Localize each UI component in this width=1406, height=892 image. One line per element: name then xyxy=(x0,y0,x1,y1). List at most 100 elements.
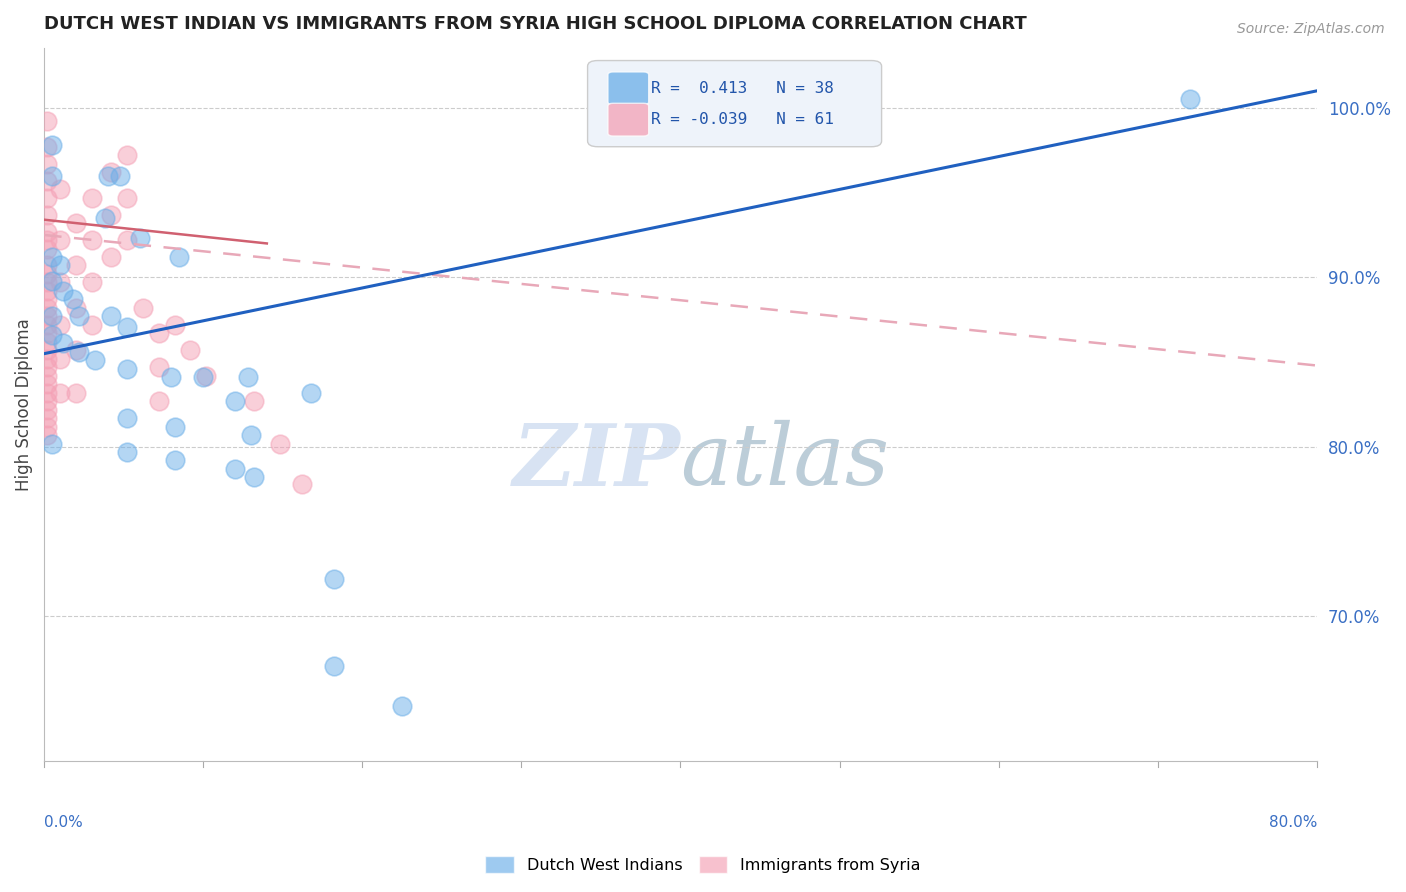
Point xyxy=(148,394,170,409)
Point xyxy=(49,233,72,247)
Point xyxy=(37,191,59,205)
Point xyxy=(100,208,122,222)
Point xyxy=(243,470,266,484)
Point xyxy=(37,419,59,434)
Point xyxy=(269,436,291,450)
Point xyxy=(37,140,59,154)
Point xyxy=(37,343,59,358)
Point xyxy=(37,259,59,273)
Point xyxy=(148,326,170,341)
Text: R = -0.039   N = 61: R = -0.039 N = 61 xyxy=(651,112,834,128)
Point xyxy=(163,318,186,332)
Point xyxy=(37,385,59,400)
Point xyxy=(128,231,150,245)
Point xyxy=(179,343,201,358)
Point xyxy=(163,453,186,467)
Point xyxy=(65,259,87,273)
Point xyxy=(37,351,59,366)
Point xyxy=(65,216,87,230)
Point xyxy=(115,362,138,376)
Text: DUTCH WEST INDIAN VS IMMIGRANTS FROM SYRIA HIGH SCHOOL DIPLOMA CORRELATION CHART: DUTCH WEST INDIAN VS IMMIGRANTS FROM SYR… xyxy=(44,15,1026,33)
Point xyxy=(224,394,246,409)
Point xyxy=(291,477,314,491)
Point xyxy=(80,318,103,332)
Point xyxy=(41,436,63,450)
Y-axis label: High School Diploma: High School Diploma xyxy=(15,318,32,491)
Point xyxy=(37,242,59,256)
Point xyxy=(97,169,120,183)
Point xyxy=(37,318,59,332)
Point xyxy=(37,326,59,341)
Point xyxy=(100,310,122,324)
Point xyxy=(37,368,59,383)
Point xyxy=(93,211,115,225)
Point xyxy=(80,191,103,205)
Point xyxy=(37,334,59,349)
Point xyxy=(49,182,72,196)
Point xyxy=(322,658,344,673)
Legend: Dutch West Indians, Immigrants from Syria: Dutch West Indians, Immigrants from Syri… xyxy=(479,849,927,880)
Point xyxy=(1178,92,1201,106)
Point xyxy=(115,319,138,334)
Point xyxy=(115,233,138,247)
Point xyxy=(195,368,218,383)
Point xyxy=(148,360,170,375)
Point xyxy=(132,301,155,315)
Point xyxy=(37,360,59,375)
Point xyxy=(163,419,186,434)
Point xyxy=(37,377,59,392)
Point xyxy=(49,276,72,290)
Point xyxy=(391,699,413,714)
Point xyxy=(80,276,103,290)
Point xyxy=(169,250,191,264)
Text: atlas: atlas xyxy=(681,420,890,503)
Point xyxy=(67,345,90,359)
Point xyxy=(49,351,72,366)
Point xyxy=(224,462,246,476)
Point xyxy=(115,445,138,459)
Point xyxy=(65,301,87,315)
Point xyxy=(37,394,59,409)
Point xyxy=(243,394,266,409)
Point xyxy=(84,353,107,368)
Point xyxy=(41,169,63,183)
Text: Source: ZipAtlas.com: Source: ZipAtlas.com xyxy=(1237,22,1385,37)
Point xyxy=(52,284,75,298)
Point xyxy=(65,385,87,400)
Point xyxy=(37,293,59,307)
Point xyxy=(100,165,122,179)
Point xyxy=(41,274,63,288)
Point xyxy=(37,402,59,417)
Point xyxy=(49,259,72,273)
Point xyxy=(37,284,59,298)
Point xyxy=(65,343,87,358)
Point xyxy=(299,385,322,400)
Text: 80.0%: 80.0% xyxy=(1268,815,1317,830)
Point xyxy=(49,318,72,332)
Point xyxy=(236,370,259,384)
Point xyxy=(115,191,138,205)
Point xyxy=(67,310,90,324)
Point xyxy=(115,411,138,425)
Text: R =  0.413   N = 38: R = 0.413 N = 38 xyxy=(651,81,834,95)
Point xyxy=(37,411,59,425)
Text: 0.0%: 0.0% xyxy=(44,815,83,830)
Point xyxy=(37,276,59,290)
Point xyxy=(52,336,75,351)
Point xyxy=(62,293,84,307)
Point xyxy=(37,208,59,222)
Point xyxy=(41,310,63,324)
Point xyxy=(41,250,63,264)
Point xyxy=(37,428,59,442)
Point xyxy=(239,428,262,442)
FancyBboxPatch shape xyxy=(607,72,648,104)
Point xyxy=(80,233,103,247)
Point xyxy=(37,233,59,247)
Point xyxy=(37,267,59,281)
Text: ZIP: ZIP xyxy=(513,420,681,503)
Point xyxy=(100,250,122,264)
Point xyxy=(110,169,132,183)
Point xyxy=(41,328,63,343)
Point xyxy=(37,225,59,239)
Point xyxy=(193,370,215,384)
